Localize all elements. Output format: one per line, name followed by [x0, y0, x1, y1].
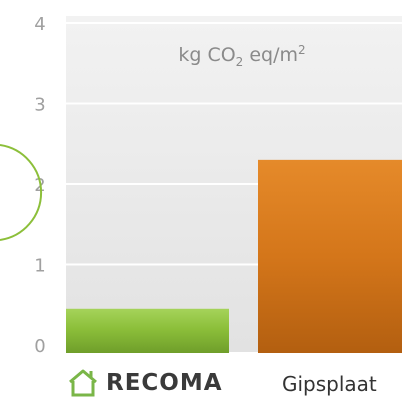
x-tick-label-recoma: RECOMA	[106, 370, 223, 396]
y-tick-label: 1	[34, 256, 45, 277]
decorative-circle-arc	[0, 144, 43, 241]
y-tick-label: 3	[34, 95, 45, 116]
chart-title: kg CO2 eq/m2	[178, 43, 305, 69]
bar-gipsplaat	[258, 159, 402, 353]
title-superscript: 2	[298, 43, 306, 57]
bars	[66, 159, 402, 353]
brand-logo: RECOMA	[66, 366, 223, 400]
title-subscript: 2	[236, 55, 244, 69]
bar-recoma	[66, 308, 229, 353]
house-icon	[69, 369, 97, 397]
y-tick-label: 4	[34, 14, 45, 35]
x-tick-label-gipsplaat: Gipsplaat	[282, 372, 377, 396]
y-tick-label: 0	[34, 336, 45, 357]
